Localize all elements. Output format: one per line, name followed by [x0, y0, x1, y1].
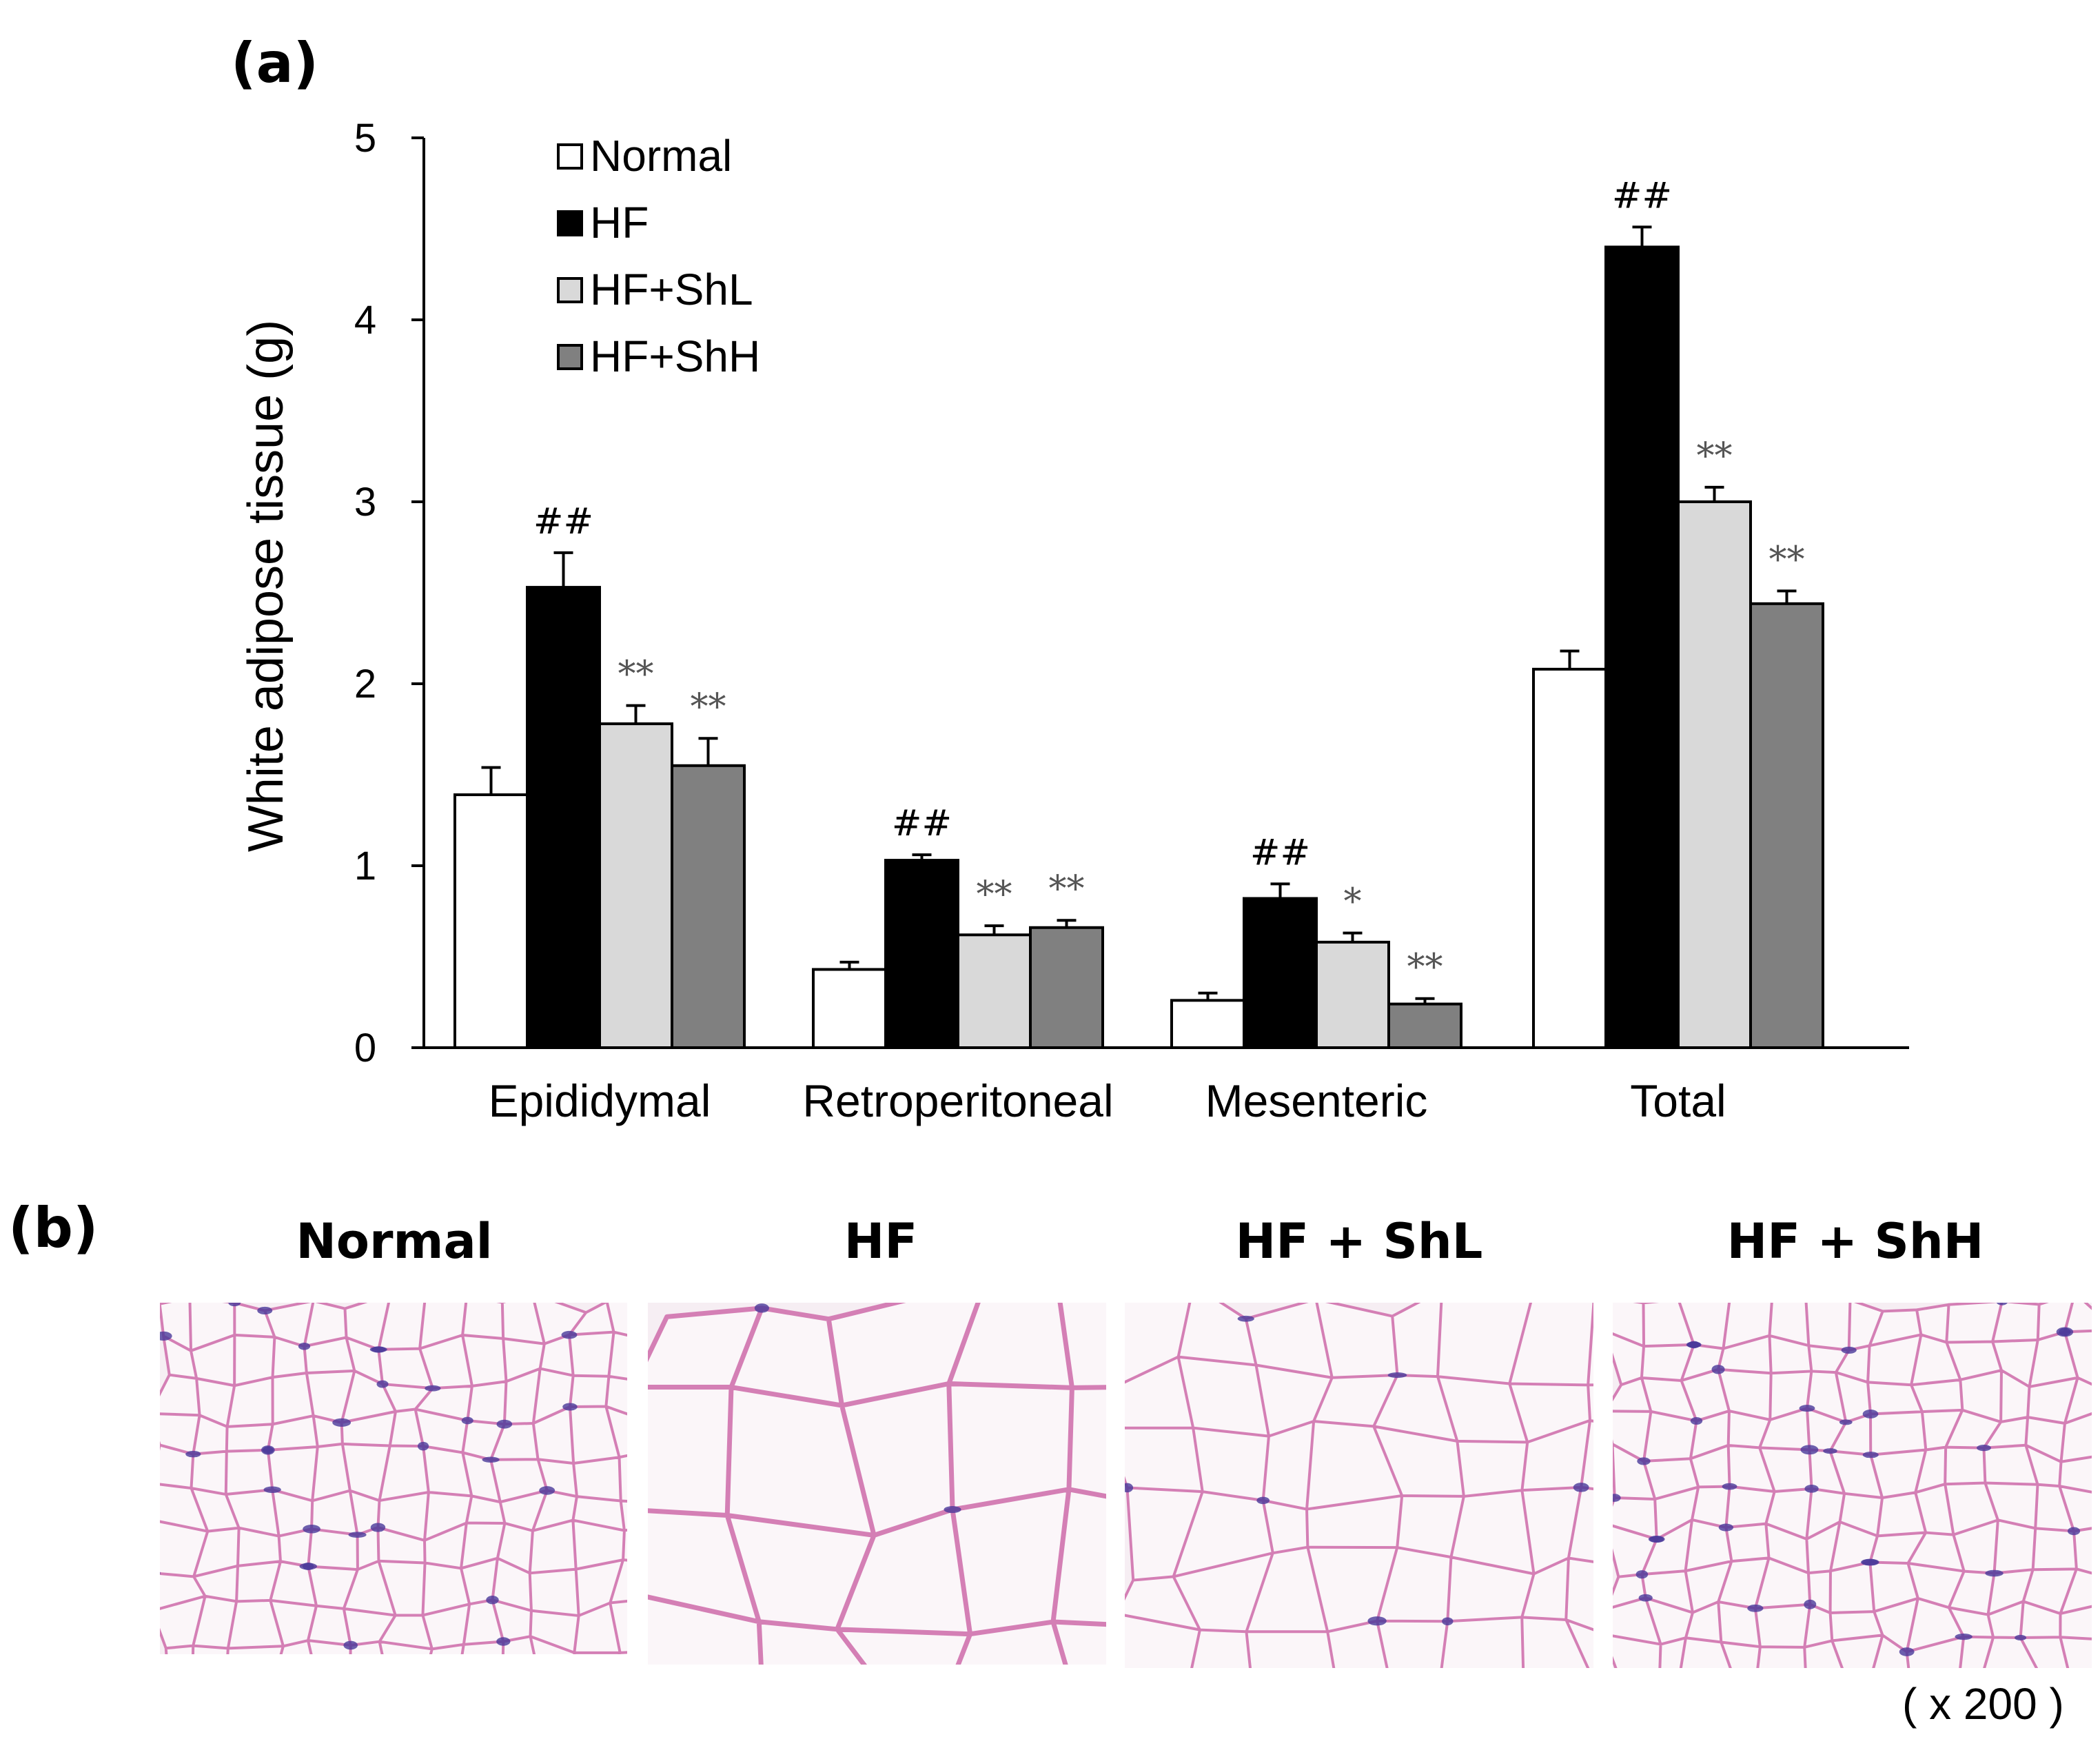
bar-mesenteric-hf	[1243, 897, 1318, 1050]
bar-epididymal-hf-shh	[671, 764, 746, 1050]
x-category-label: Mesenteric	[1205, 1075, 1428, 1126]
legend-swatch	[557, 344, 583, 370]
bar-retroperitoneal-normal	[812, 968, 887, 1049]
significance-marker: **	[1049, 868, 1085, 910]
histology-title-1: Normal	[296, 1213, 493, 1270]
legend-label: Normal	[590, 131, 732, 181]
y-tick-label: 0	[354, 1026, 376, 1070]
legend-label: HF+ShL	[590, 265, 753, 314]
legend-swatch	[557, 143, 583, 170]
panel-b-label: (b)	[8, 1196, 99, 1260]
bar-total-hf-shh	[1749, 602, 1824, 1049]
bar-total-hf	[1604, 245, 1680, 1049]
significance-marker: **	[1769, 539, 1805, 580]
legend-swatch	[557, 277, 583, 303]
legend-label: HF	[590, 198, 649, 247]
bar-epididymal-normal	[453, 793, 529, 1050]
y-axis-title: White adipose tissue (g)	[238, 320, 294, 852]
significance-marker: **	[1407, 947, 1443, 988]
chart-labels: 0 1 2 3 4 5 ## ** ** Epididymal ## ** ** Retroperiton…	[354, 116, 1805, 1126]
histology-title-4: HF + ShH	[1726, 1213, 1984, 1270]
significance-marker: **	[618, 654, 654, 695]
bar-mesenteric-hf-shl	[1315, 940, 1390, 1049]
bar-epididymal-hf-shl	[598, 722, 673, 1049]
chart-bars	[453, 225, 1824, 1050]
x-category-label: Epididymal	[489, 1075, 711, 1126]
significance-marker: ##	[533, 501, 593, 542]
histology-image-3	[1125, 1303, 1593, 1668]
histology-title-3: HF + ShL	[1235, 1213, 1483, 1270]
histology-image-1	[160, 1303, 627, 1654]
histology-image-2	[648, 1303, 1106, 1665]
legend-swatch	[557, 210, 583, 236]
y-tick-label: 3	[354, 480, 376, 525]
y-tick-label: 5	[354, 116, 376, 161]
significance-marker: ##	[1250, 832, 1310, 873]
bar-retroperitoneal-hf	[884, 859, 959, 1049]
significance-marker: ##	[1612, 175, 1672, 216]
panel-a-label: (a)	[231, 31, 319, 95]
bar-total-normal	[1532, 667, 1607, 1049]
histology-title-2: HF	[844, 1213, 918, 1270]
bar-epididymal-hf	[526, 586, 601, 1049]
magnification-label: ( x 200 )	[1902, 1679, 2064, 1729]
y-tick-label: 1	[354, 844, 376, 888]
bar-chart: 0 1 2 3 4 5 ## ** ** Epididymal ## ** ** Retroperiton…	[238, 116, 1909, 1126]
legend-label: HF+ShH	[590, 332, 760, 381]
x-category-label: Retroperitoneal	[802, 1075, 1113, 1126]
bar-mesenteric-normal	[1170, 999, 1245, 1049]
y-tick-label: 4	[354, 298, 376, 343]
x-category-label: Total	[1630, 1075, 1726, 1126]
bar-retroperitoneal-hf-shl	[957, 933, 1032, 1049]
significance-marker: ##	[892, 803, 952, 844]
significance-marker: **	[1697, 436, 1733, 477]
bar-mesenteric-hf-shh	[1387, 1002, 1462, 1050]
chart-legend: Normal HF HF+ShL HF+ShH	[557, 131, 760, 381]
bar-total-hf-shl	[1677, 500, 1752, 1049]
y-tick-label: 2	[354, 662, 376, 706]
significance-marker: **	[977, 874, 1012, 915]
significance-marker: **	[691, 687, 726, 728]
significance-marker: *	[1344, 882, 1362, 923]
bar-retroperitoneal-hf-shh	[1029, 926, 1104, 1050]
histology-image-4	[1613, 1303, 2092, 1668]
